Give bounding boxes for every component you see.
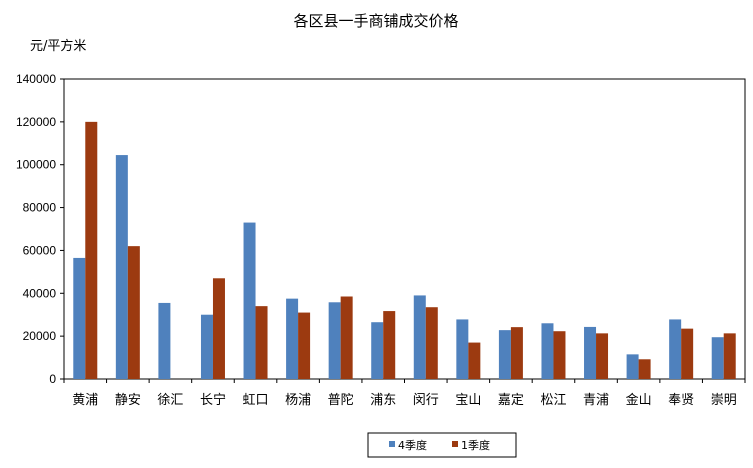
bar-1-12 [584,326,597,379]
bar-2-1 [127,246,140,379]
bar-1-9 [456,319,469,379]
y-tick-label: 100000 [16,158,56,172]
bar-2-11 [553,331,566,379]
bar-1-3 [200,314,213,379]
bar-2-5 [298,312,311,379]
x-category-label: 徐汇 [157,393,183,408]
bar-1-4 [243,222,256,379]
bar-2-9 [468,342,481,379]
bar-1-5 [286,298,299,379]
x-category-label: 闵行 [413,393,439,408]
plot-area: 0 20000 40000 60000 80000 100000 120000 140000 黄… [16,72,746,408]
bar-2-3 [212,278,225,379]
bar-2-13 [638,359,651,379]
y-tick-label: 0 [49,372,56,386]
legend-label-series-1: 4季度 [398,438,427,452]
legend: 4季度 1季度 [367,432,517,458]
y-tick-label: 80000 [23,201,57,215]
bar-1-14 [669,319,682,379]
bar-1-1 [115,155,128,379]
bar-2-12 [596,333,609,379]
y-axis-unit-label: 元/平方米 [30,38,86,54]
bar-1-0 [73,257,86,379]
x-category-label: 奉贤 [668,393,694,408]
bar-1-6 [328,302,341,379]
x-category-label: 宝山 [455,393,481,408]
bar-2-4 [255,306,268,379]
x-category-label: 青浦 [583,393,609,408]
x-category-label: 长宁 [200,392,226,408]
bar-2-6 [340,296,353,379]
bar-1-10 [498,330,511,379]
bar-2-10 [510,327,523,379]
bar-2-14 [681,328,694,379]
bar-2-8 [425,307,438,379]
x-category-label: 崇明 [711,393,737,408]
bar-1-8 [413,295,426,379]
bar-2-0 [85,121,98,379]
x-category-label: 浦东 [370,393,396,408]
chart-title: 各区县一手商铺成交价格 [293,12,458,30]
x-category-label: 静安 [115,393,141,408]
bar-1-2 [158,302,171,379]
bar-1-11 [541,323,554,379]
y-tick-label: 40000 [23,286,57,300]
x-category-label: 黄浦 [72,393,98,408]
legend-label-series-2: 1季度 [461,438,490,452]
x-category-label: 杨浦 [285,393,311,408]
legend-swatch-series-2 [452,441,458,447]
y-tick-label: 140000 [16,72,56,86]
y-tick-label: 20000 [23,329,57,343]
bar-1-7 [371,322,384,379]
legend-swatch-series-1 [389,441,395,447]
y-tick-label: 120000 [16,115,56,129]
bar-2-15 [723,333,736,379]
x-category-label: 普陀 [328,392,354,408]
bar-1-15 [711,337,724,379]
y-tick-label: 60000 [23,243,57,257]
x-category-label: 嘉定 [498,393,524,408]
x-category-label: 金山 [626,392,652,408]
bar-2-7 [383,311,396,379]
x-category-label: 松江 [540,393,566,408]
x-category-label: 虹口 [243,393,269,408]
bar-1-13 [626,354,639,379]
